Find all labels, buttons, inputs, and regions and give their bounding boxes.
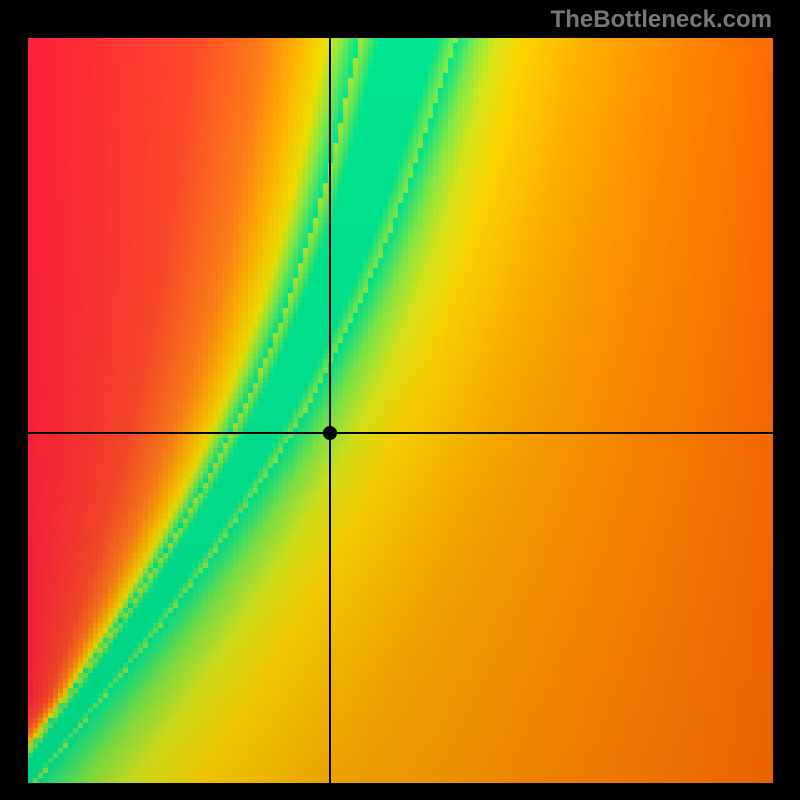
bottleneck-heatmap <box>28 38 773 783</box>
crosshair-horizontal-line <box>28 432 773 434</box>
watermark-text: TheBottleneck.com <box>551 6 772 34</box>
crosshair-marker-dot <box>323 426 337 440</box>
crosshair-vertical-line <box>329 38 331 783</box>
